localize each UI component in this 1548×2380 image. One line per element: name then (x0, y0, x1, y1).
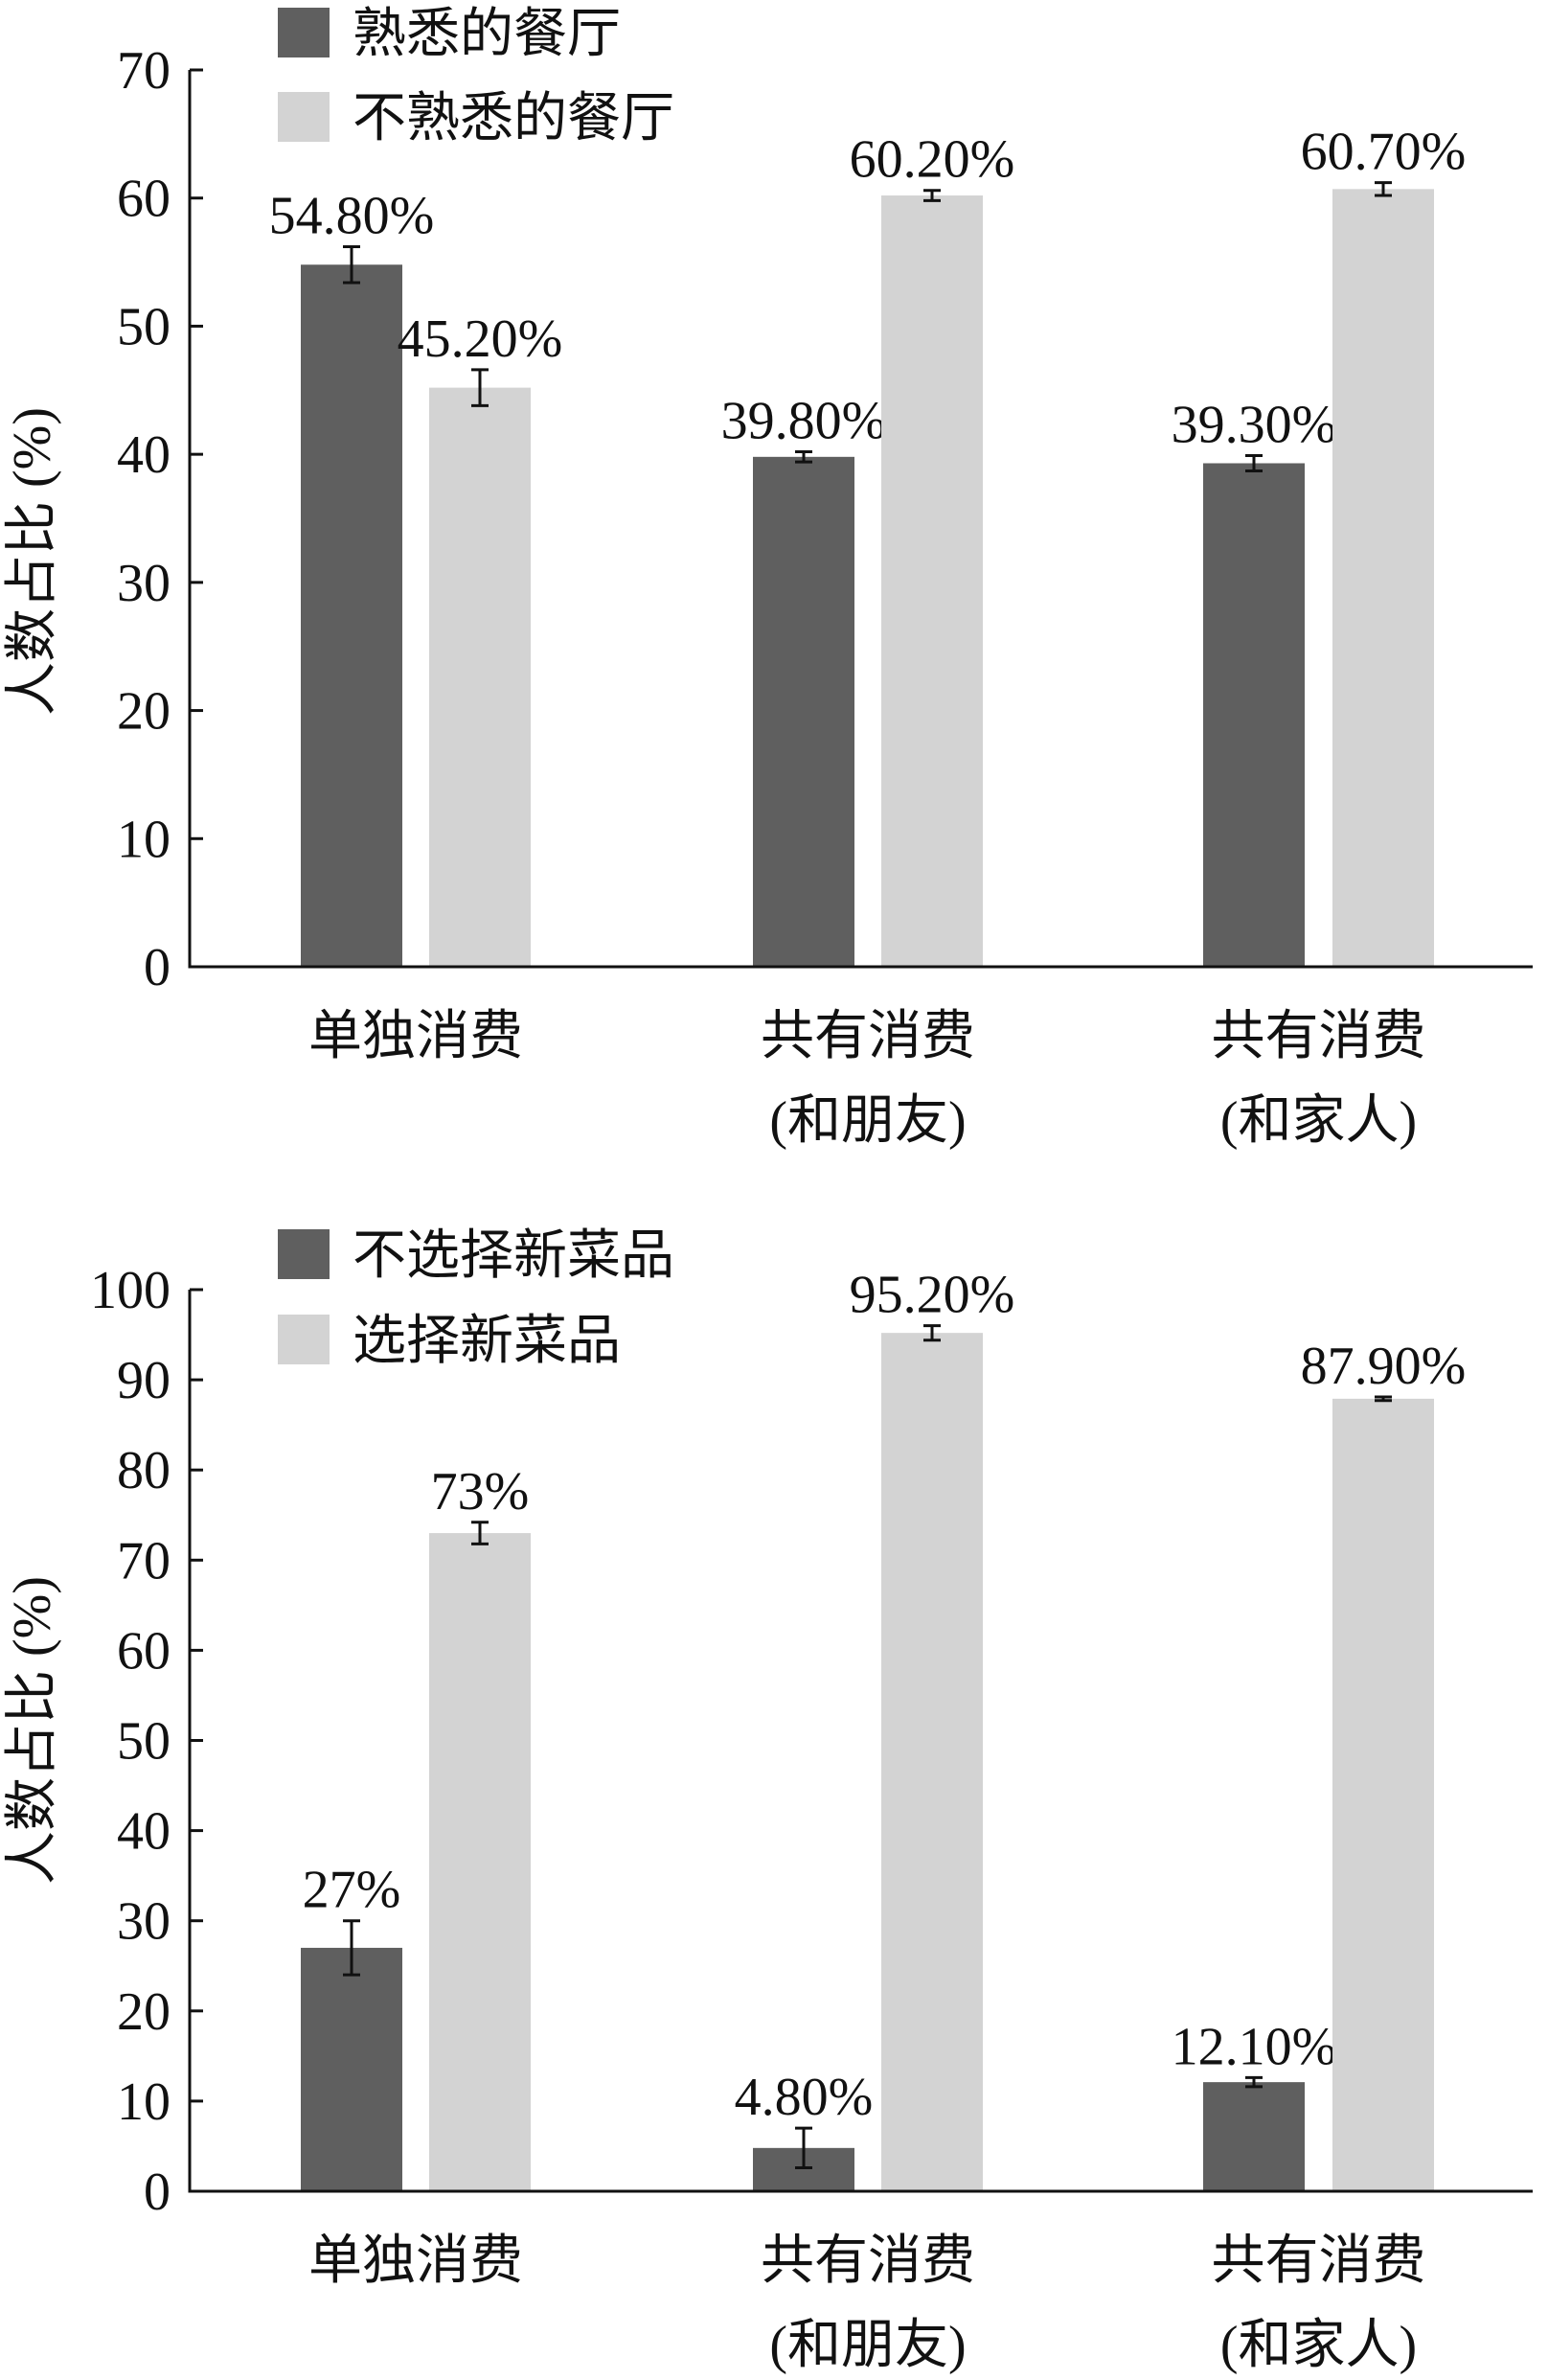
y-tick-label: 10 (117, 2072, 171, 2132)
bar (1332, 1398, 1434, 2191)
data-label: 4.80% (735, 2068, 874, 2127)
y-tick-label: 10 (117, 810, 171, 869)
y-tick-label: 50 (117, 297, 171, 356)
data-label: 60.20% (850, 130, 1015, 190)
bar (881, 1333, 983, 2191)
x-category-label: (和朋友) (769, 2316, 966, 2375)
legend-label: 熟悉的餐厅 (353, 5, 621, 64)
bar (301, 264, 402, 967)
bar (301, 1947, 402, 2191)
legend-swatch (278, 92, 330, 142)
y-tick-label: 80 (117, 1441, 171, 1500)
y-tick-label: 40 (117, 1802, 171, 1862)
x-category-label: 共有消费 (761, 1007, 975, 1066)
legend-swatch (278, 8, 330, 57)
y-tick-label: 0 (144, 2163, 171, 2222)
legend-swatch (278, 1229, 330, 1279)
x-category-label: 单独消费 (308, 1007, 523, 1066)
chart-2: 27% 4.80% 12.10% 73% 95.20% 87.90% 0 10 20 30 40 50… (3, 1226, 1533, 2375)
data-label: 27% (303, 1861, 401, 1920)
bar (881, 195, 983, 968)
data-label: 73% (431, 1462, 530, 1522)
data-label: 95.20% (850, 1266, 1015, 1325)
bar (1203, 463, 1305, 967)
y-tick-label: 30 (117, 554, 171, 613)
bar (429, 1533, 531, 2191)
y-axis-label: 人数占比 (%) (3, 1576, 62, 1885)
y-tick-label: 0 (144, 938, 171, 997)
x-category-label: 单独消费 (308, 2231, 523, 2291)
y-tick-label: 50 (117, 1712, 171, 1772)
bar (1332, 189, 1434, 968)
y-tick-label: 60 (117, 1621, 171, 1681)
y-tick-label: 20 (117, 1982, 171, 2042)
y-tick-label: 90 (117, 1351, 171, 1410)
legend-label: 不熟悉的餐厅 (353, 89, 674, 149)
data-label: 39.30% (1172, 395, 1337, 454)
x-category-label: 共有消费 (1212, 1007, 1426, 1066)
y-tick-label: 70 (117, 41, 171, 101)
data-label: 12.10% (1172, 2017, 1337, 2076)
y-tick-label: 60 (117, 170, 171, 229)
x-category-label: (和家人) (1220, 2316, 1417, 2375)
legend-label: 不选择新菜品 (353, 1226, 674, 1286)
bar (753, 456, 854, 967)
data-label: 45.20% (398, 309, 563, 369)
data-label: 60.70% (1301, 123, 1467, 182)
x-category-label: (和家人) (1220, 1091, 1417, 1151)
x-category-label: (和朋友) (769, 1091, 966, 1151)
y-tick-label: 70 (117, 1531, 171, 1590)
x-category-label: 共有消费 (761, 2231, 975, 2291)
x-category-label: 共有消费 (1212, 2231, 1426, 2291)
y-tick-label: 30 (117, 1892, 171, 1952)
chart-1: 54.80% 39.80% 39.30% 45.20% 60.20% 60.70% 0 10 2… (3, 5, 1533, 1151)
data-label: 54.80% (269, 187, 435, 246)
bar (429, 387, 531, 967)
data-label: 87.90% (1301, 1337, 1467, 1396)
y-tick-label: 40 (117, 425, 171, 485)
data-label: 39.80% (721, 391, 887, 450)
y-axis-label: 人数占比 (%) (3, 407, 62, 716)
y-tick-label: 100 (90, 1261, 171, 1320)
y-tick-label: 20 (117, 682, 171, 742)
legend-swatch (278, 1315, 330, 1364)
legend-label: 选择新菜品 (353, 1312, 621, 1371)
bar (1203, 2082, 1305, 2191)
